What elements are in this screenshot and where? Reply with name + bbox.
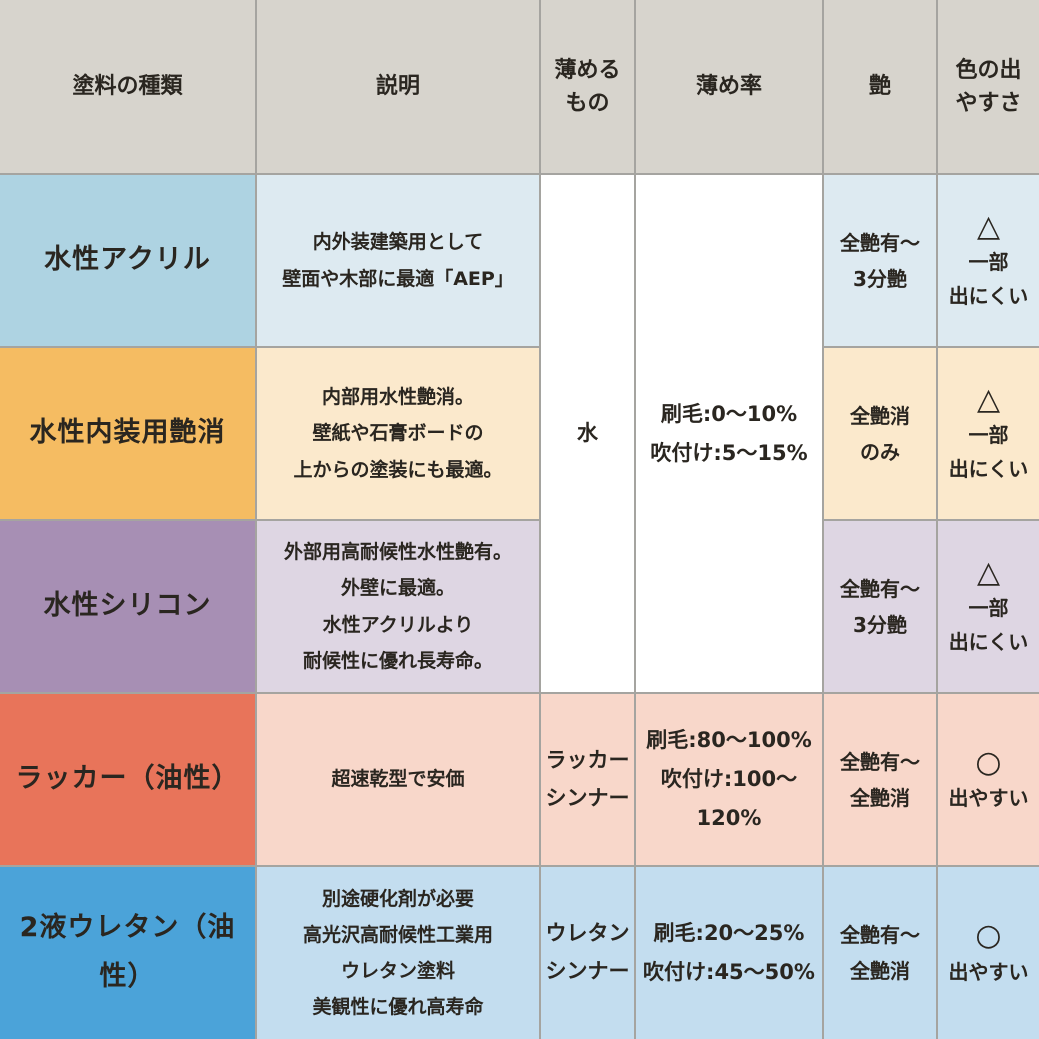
triangle-symbol: △ xyxy=(976,381,1001,417)
header-color-ease: 色の出 やすさ xyxy=(936,0,1039,175)
gloss-cell: 全艶有〜 全艶消 xyxy=(822,692,938,867)
name-cell: 水性内装用艶消 xyxy=(0,346,257,521)
color-ease-cell: △ 一部 出にくい xyxy=(936,346,1039,521)
name-cell: 水性シリコン xyxy=(0,519,257,694)
gloss-cell: 全艶有〜 3分艶 xyxy=(822,173,938,348)
color-ease-text: 一部 出にくい xyxy=(948,250,1029,309)
table-row-water-interior-matte: 水性内装用艶消 内部用水性艶消。 壁紙や石膏ボードの 上からの塗装にも最適。 全… xyxy=(0,346,1039,521)
header-dilution-rate: 薄め率 xyxy=(634,0,824,175)
triangle-symbol: △ xyxy=(976,554,1001,590)
circle-symbol: ○ xyxy=(975,744,1002,780)
color-ease-cell: ○ 出やすい xyxy=(936,692,1039,867)
gloss-cell: 全艶有〜 全艶消 xyxy=(822,865,938,1039)
thinner-cell-merged: 水 xyxy=(539,173,636,694)
description-cell: 別途硬化剤が必要 高光沢高耐候性工業用 ウレタン塗料 美観性に優れ高寿命 xyxy=(255,865,541,1039)
thinner-cell: ラッカー シンナー xyxy=(539,692,636,867)
dilution-rate-cell: 刷毛:80〜100% 吹付け:100〜120% xyxy=(634,692,824,867)
header-description: 説明 xyxy=(255,0,541,175)
description-cell: 内部用水性艶消。 壁紙や石膏ボードの 上からの塗装にも最適。 xyxy=(255,346,541,521)
description-cell: 外部用高耐候性水性艶有。 外壁に最適。 水性アクリルより 耐候性に優れ長寿命。 xyxy=(255,519,541,694)
header-paint-type: 塗料の種類 xyxy=(0,0,257,175)
header-gloss: 艶 xyxy=(822,0,938,175)
table-row-water-acrylic: 水性アクリル 内外装建築用として 壁面や木部に最適「AEP」 水 刷毛:0〜10… xyxy=(0,173,1039,694)
table-row-water-silicone: 水性シリコン 外部用高耐候性水性艶有。 外壁に最適。 水性アクリルより 耐候性に… xyxy=(0,519,1039,694)
thinner-cell: ウレタン シンナー xyxy=(539,865,636,1039)
description-cell: 超速乾型で安価 xyxy=(255,692,541,867)
triangle-symbol: △ xyxy=(976,208,1001,244)
gloss-cell: 全艶消 のみ xyxy=(822,346,938,521)
gloss-cell: 全艶有〜 3分艶 xyxy=(822,519,938,694)
name-cell: 水性アクリル xyxy=(0,173,257,348)
color-ease-cell: △ 一部 出にくい xyxy=(936,519,1039,694)
color-ease-text: 出やすい xyxy=(948,959,1029,984)
table-row-two-part-urethane-oil: 2液ウレタン（油性） 別途硬化剤が必要 高光沢高耐候性工業用 ウレタン塗料 美観… xyxy=(0,865,1039,1039)
circle-symbol: ○ xyxy=(975,918,1002,954)
dilution-rate-cell: 刷毛:20〜25% 吹付け:45〜50% xyxy=(634,865,824,1039)
color-ease-text: 出やすい xyxy=(948,786,1029,811)
header-row: 塗料の種類 説明 薄める もの 薄め率 艶 色の出 やすさ xyxy=(0,0,1039,175)
color-ease-cell: ○ 出やすい xyxy=(936,865,1039,1039)
description-cell: 内外装建築用として 壁面や木部に最適「AEP」 xyxy=(255,173,541,348)
color-ease-text: 一部 出にくい xyxy=(948,423,1029,482)
header-thinner: 薄める もの xyxy=(539,0,636,175)
name-cell: ラッカー（油性） xyxy=(0,692,257,867)
color-ease-text: 一部 出にくい xyxy=(948,596,1029,655)
name-cell: 2液ウレタン（油性） xyxy=(0,865,257,1039)
table-row-lacquer-oil: ラッカー（油性） 超速乾型で安価 ラッカー シンナー 刷毛:80〜100% 吹付… xyxy=(0,692,1039,867)
dilution-rate-cell-merged: 刷毛:0〜10% 吹付け:5〜15% xyxy=(634,173,824,694)
color-ease-cell: △ 一部 出にくい xyxy=(936,173,1039,348)
